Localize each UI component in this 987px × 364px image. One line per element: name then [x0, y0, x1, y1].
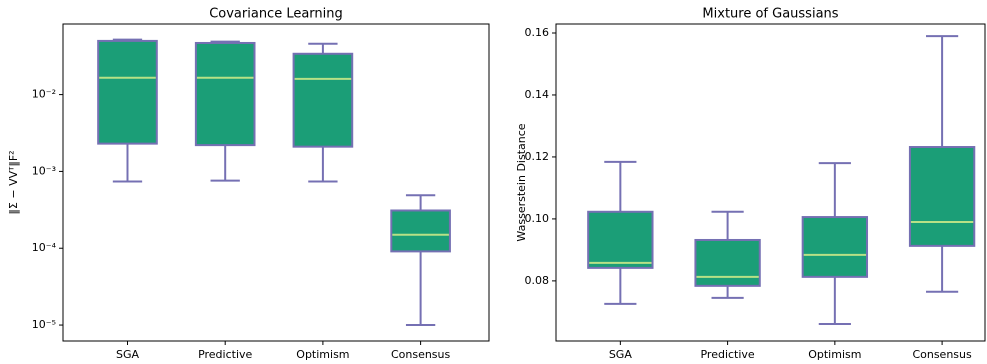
y-axis-label: ‖Σ − VVᵀ‖F²	[7, 150, 20, 214]
x-tick-label: Optimism	[808, 348, 861, 361]
y-tick-label: 10⁻⁵	[32, 318, 56, 331]
box	[194, 41, 256, 147]
y-axis-label: Wasserstein Distance	[515, 123, 528, 241]
x-tick-label: Optimism	[296, 348, 349, 361]
x-tick-label: Consensus	[912, 348, 972, 361]
y-tick-label: 0.14	[525, 88, 550, 101]
x-tick-label: Predictive	[700, 348, 754, 361]
y-tick-label: 10⁻³	[32, 164, 56, 177]
chart-title: Covariance Learning	[209, 7, 343, 22]
box	[292, 52, 354, 148]
plot-frame	[62, 23, 490, 342]
chart-title: Mixture of Gaussians	[702, 7, 838, 22]
x-tick-label: SGA	[116, 348, 140, 361]
box	[694, 238, 761, 287]
x-tick-label: Predictive	[198, 348, 252, 361]
plot-frame	[555, 23, 986, 342]
box	[97, 39, 158, 145]
y-tick-label: 10⁻²	[32, 88, 56, 101]
y-tick-label: 0.16	[525, 26, 550, 39]
y-tick-label: 10⁻⁴	[32, 241, 57, 254]
y-tick-label: 0.10	[525, 212, 550, 225]
box	[801, 216, 869, 278]
x-tick-label: Consensus	[391, 348, 451, 361]
y-tick-label: 0.08	[525, 274, 550, 287]
box	[908, 146, 976, 247]
x-tick-label: SGA	[609, 348, 633, 361]
box	[587, 210, 654, 269]
y-tick-label: 0.12	[525, 150, 550, 163]
box	[390, 209, 451, 253]
